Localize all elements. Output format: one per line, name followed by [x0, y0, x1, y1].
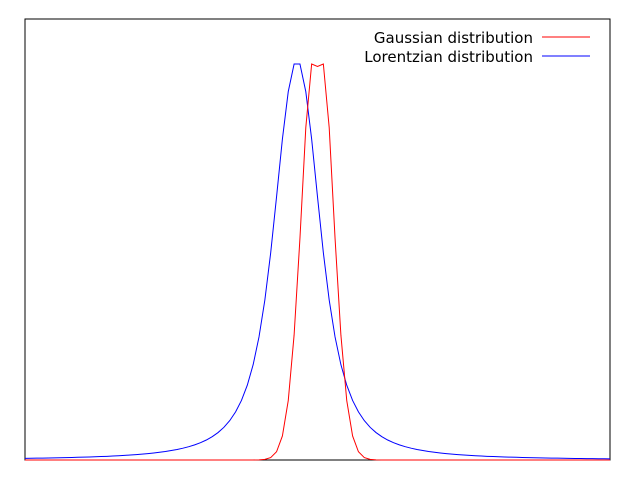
series-layer	[24, 63, 611, 461]
legend-label-gaussian: Gaussian distribution	[374, 29, 533, 47]
series-line-gaussian	[25, 63, 610, 461]
legend: Gaussian distribution Lorentzian distrib…	[364, 29, 590, 66]
legend-label-lorentzian: Lorentzian distribution	[364, 48, 533, 66]
plot-frame	[24, 18, 611, 461]
series-line-lorentzian	[24, 63, 611, 460]
